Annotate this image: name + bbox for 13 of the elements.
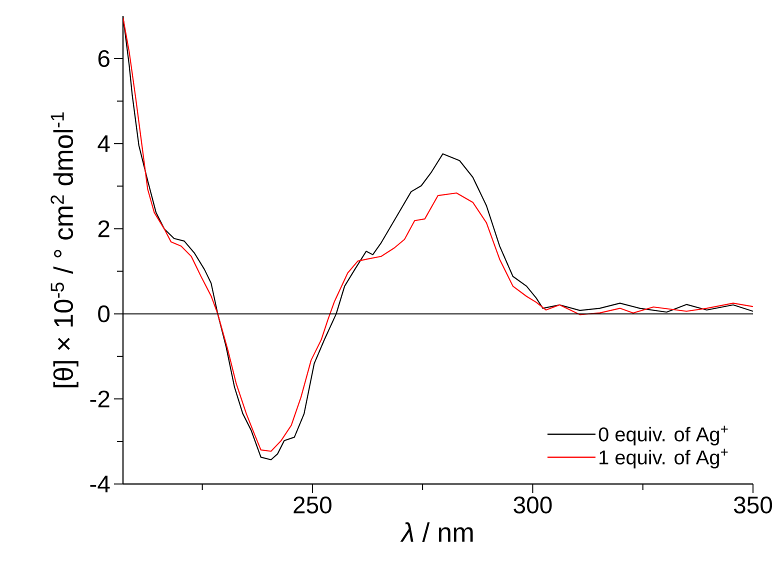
- y-tick-label: 2: [98, 220, 110, 238]
- x-tick-label: 300: [514, 496, 552, 514]
- y-axis-title: [θ] × 10$^{-5}$ / ° cm$^{2}$ dmol$^{-1}$: [50, 112, 78, 388]
- y-tick-label: 4: [98, 135, 110, 152]
- y-tick-label: 0: [98, 305, 110, 322]
- x-tick-label: 250: [294, 496, 332, 514]
- legend-label: 1 equiv. of Ag$^{+}$: [600, 448, 728, 468]
- x-tick-label: 350: [734, 496, 772, 514]
- x-axis-title: λ / nm: [400, 522, 473, 542]
- y-tick-label: 6: [98, 50, 110, 68]
- y-tick-label: -2: [90, 390, 110, 408]
- y-tick-label: -4: [90, 476, 110, 492]
- legend-label: 0 equiv. of Ag$^{+}$: [598, 426, 728, 446]
